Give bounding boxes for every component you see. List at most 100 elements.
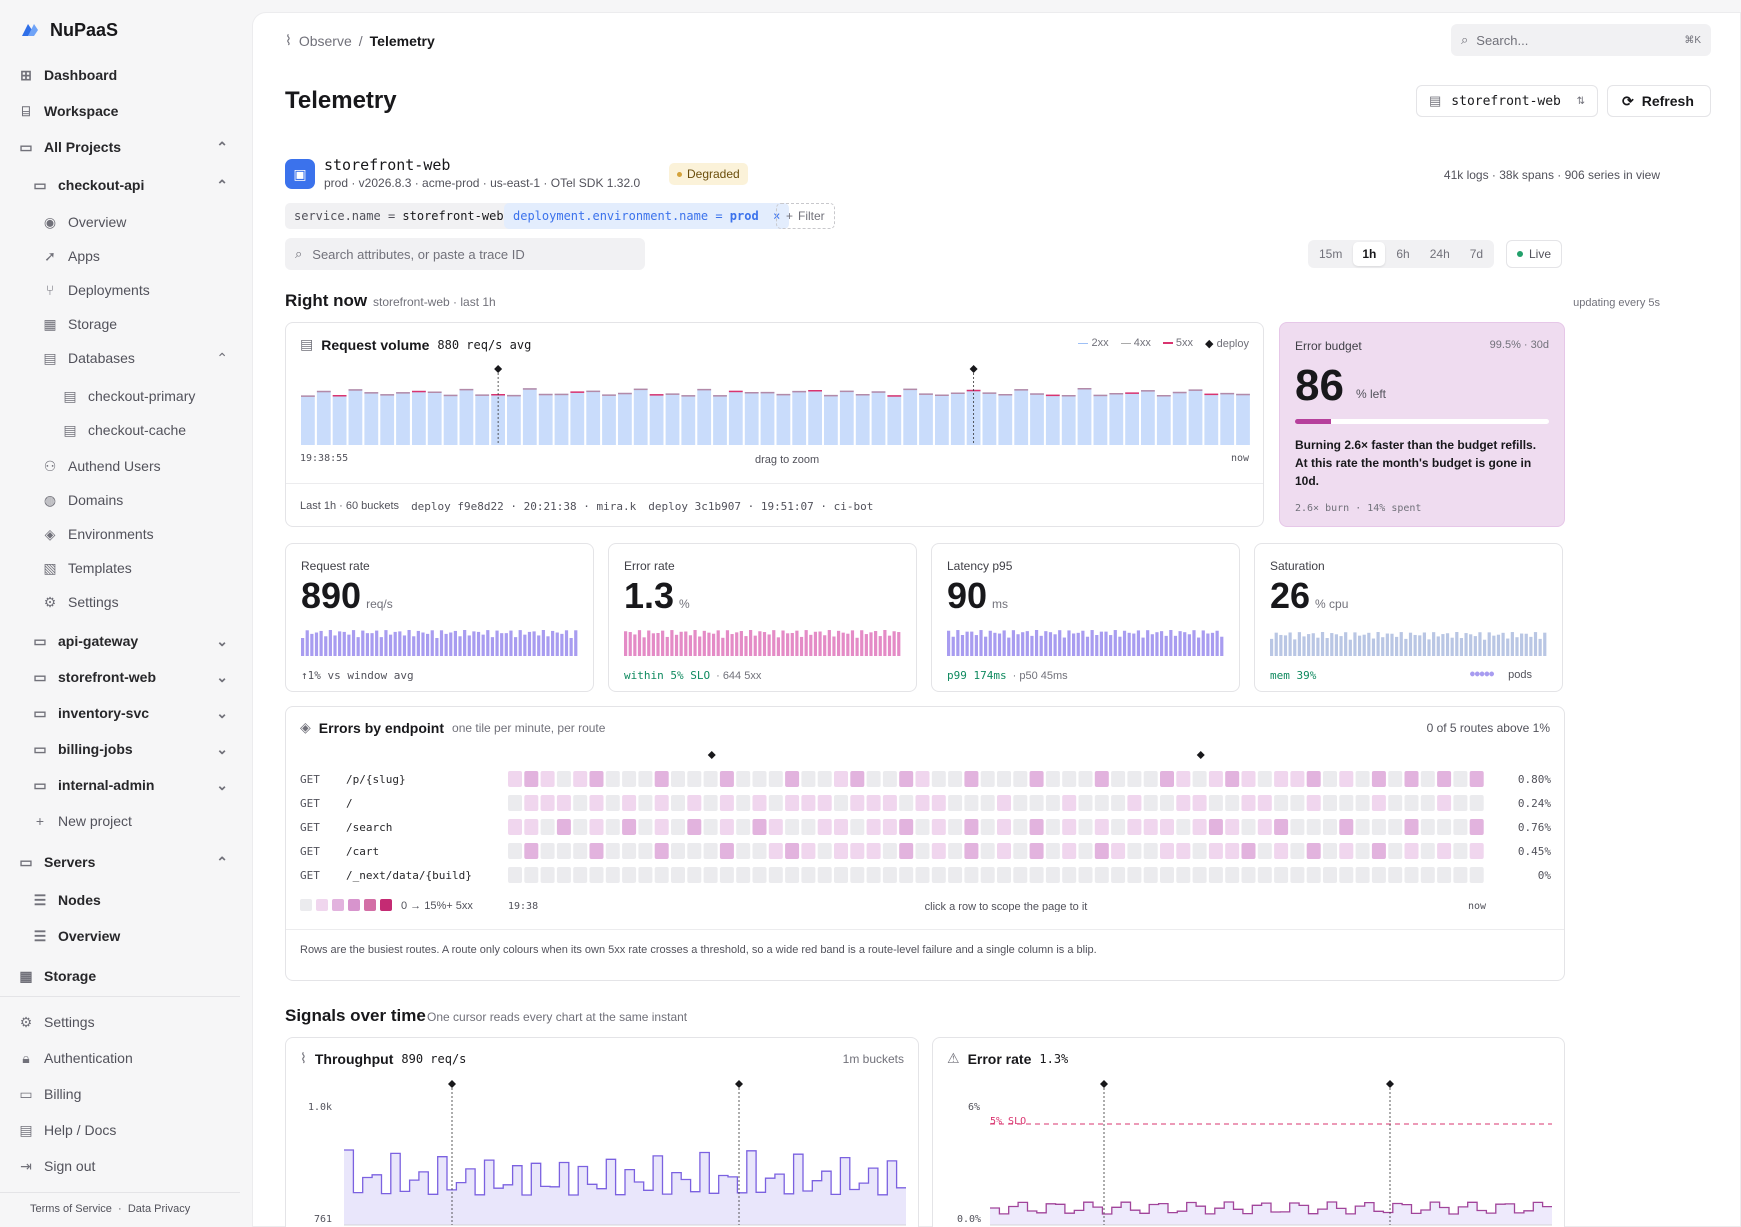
brand-logo[interactable]: NuPaaS — [18, 18, 118, 42]
heat-cell — [719, 771, 734, 787]
sidebar-project-api-gateway[interactable]: ▭ api-gateway ⌄ — [32, 629, 228, 653]
heat-cell — [1062, 795, 1077, 811]
refresh-button[interactable]: ⟳ Refresh — [1607, 85, 1711, 117]
volume-5xx-mark — [713, 395, 727, 397]
kpi-card-saturation[interactable]: Saturation 26 % cpu mem 39% pods ●●●●● — [1254, 543, 1563, 692]
spark-bar — [790, 632, 794, 656]
global-search[interactable]: ⌕ Search... ⌘K — [1451, 24, 1711, 56]
heat-cell — [752, 771, 767, 787]
attribute-search-input[interactable]: Search attributes, or paste a trace ID — [312, 246, 525, 262]
sidebar-project-storefront-web[interactable]: ▭ storefront-web ⌄ — [32, 665, 228, 689]
volume-5xx-mark — [633, 388, 648, 391]
live-toggle[interactable]: Live — [1506, 240, 1563, 268]
sidebar-server-nodes[interactable]: ☰ Nodes — [32, 888, 228, 912]
heat-cell — [1290, 771, 1305, 787]
spark-bar — [1034, 630, 1039, 656]
heat-cell — [817, 795, 832, 811]
kpi-foot: within 5% SLO — [624, 669, 711, 682]
sidebar-item-all-projects[interactable]: ▭ All Projects ⌃ — [18, 135, 228, 159]
volume-bar — [427, 391, 442, 445]
deploy-item[interactable]: deploy f9e8d22 · 20:21:38 · mira.k — [411, 500, 637, 513]
sidebar-item-apps-label: Apps — [68, 248, 100, 264]
heat-cell — [1013, 867, 1028, 883]
filter-chip-env[interactable]: deployment.environment.name = prod × — [504, 203, 790, 229]
heat-cell — [1078, 771, 1093, 787]
heat-cell — [605, 867, 620, 883]
request-volume-title: Request volume — [321, 336, 430, 353]
sidebar-item-dashboard[interactable]: ⊞ Dashboard — [18, 63, 228, 87]
sidebar-item-checkout-primary[interactable]: ▤ checkout-primary — [62, 384, 228, 408]
sidebar-item-sign-out[interactable]: ⇥ Sign out — [18, 1154, 228, 1178]
time-range-15m[interactable]: 15m — [1319, 247, 1343, 261]
heat-cell — [1355, 771, 1370, 787]
heat-cell — [638, 771, 653, 787]
sidebar-item-dashboard-label: Dashboard — [44, 67, 118, 83]
sidebar-item-environments[interactable]: ◈ Environments — [42, 522, 228, 546]
deploy-item[interactable]: deploy 3c1b907 · 19:51:07 · ci-bot — [648, 500, 874, 513]
sidebar-project-inventory-svc[interactable]: ▭ inventory-svc ⌄ — [32, 701, 228, 725]
sidebar-item-deployments[interactable]: ⑂ Deployments — [42, 278, 228, 302]
sidebar-new-project[interactable]: + New project — [32, 809, 228, 833]
kpi-card-latency-p95[interactable]: Latency p95 90 ms p99 174ms · p50 45ms — [931, 543, 1240, 692]
sidebar-item-help-docs[interactable]: ▤ Help / Docs — [18, 1118, 228, 1142]
throughput-chart[interactable] — [344, 1080, 906, 1227]
spark-bar — [1274, 632, 1278, 656]
sidebar-item-templates[interactable]: ▧ Templates — [42, 556, 228, 580]
search-input[interactable]: Search... — [1476, 32, 1529, 48]
sidebar-project-checkout-api-label: checkout-api — [58, 177, 145, 193]
kpi-card-error-rate[interactable]: Error rate 1.3% within 5% SLO · 644 5xx — [608, 543, 917, 692]
sidebar-project-checkout-api[interactable]: ▭ checkout-api ⌃ — [32, 173, 228, 197]
filter-chip-service[interactable]: service.name = storefront-web — [285, 203, 513, 229]
sidebar-item-servers[interactable]: ▭ Servers ⌃ — [18, 850, 228, 874]
breadcrumb-parent[interactable]: Observe — [298, 32, 352, 49]
spark-bar — [504, 633, 508, 656]
volume-bar — [744, 392, 759, 445]
heat-cell — [1127, 771, 1142, 787]
sidebar-server-overview[interactable]: ☰ Overview — [32, 924, 228, 948]
kpi-unit: ms — [992, 597, 1009, 611]
sidebar-item-billing[interactable]: ▭ Billing — [18, 1082, 228, 1106]
privacy-link[interactable]: Data Privacy — [127, 1203, 191, 1215]
sidebar-item-domains[interactable]: ◍ Domains — [42, 488, 228, 512]
errors-heatmap[interactable]: GET/p/{slug} 0.80% GET / 0.24% GET/search 0.76… — [286, 747, 1564, 912]
heat-cell — [719, 795, 734, 811]
sidebar-item-storage[interactable]: ▦ Storage — [18, 964, 228, 988]
error-rate-chart[interactable] — [990, 1080, 1552, 1227]
sidebar-item-workspace[interactable]: ⌸ Workspace — [18, 99, 228, 123]
attribute-search[interactable]: ⌕ Search attributes, or paste a trace ID — [285, 238, 645, 270]
service-select[interactable]: ▤ storefront-web ⇅ — [1416, 85, 1598, 117]
kpi-card-request-rate[interactable]: Request rate 890 req/s ↑1% vs window avg — [285, 543, 594, 692]
volume-bar — [586, 390, 601, 445]
heat-cell — [1192, 867, 1207, 883]
sidebar-item-authend-users[interactable]: ⚇ Authend Users — [42, 454, 228, 478]
sidebar-item-overview[interactable]: ◉ Overview — [42, 210, 228, 234]
sidebar-item-storage[interactable]: ▦ Storage — [42, 312, 228, 336]
sidebar-item-settings[interactable]: ⚙ Settings — [18, 1010, 228, 1034]
spark-bar — [509, 630, 513, 656]
heat-cell — [589, 819, 604, 835]
time-range-7d[interactable]: 7d — [1469, 247, 1484, 261]
heat-cell — [1355, 867, 1370, 883]
sidebar-project-billing-jobs[interactable]: ▭ billing-jobs ⌄ — [32, 737, 228, 761]
spark-bar — [656, 632, 660, 656]
sidebar-item-databases[interactable]: ▤ Databases ⌃ — [42, 346, 228, 370]
heat-cell — [1045, 843, 1060, 859]
spark-bar — [878, 636, 882, 656]
time-range-6h[interactable]: 6h — [1396, 247, 1410, 261]
heat-cell — [1241, 867, 1256, 883]
request-volume-chart[interactable] — [300, 365, 1251, 445]
eye-icon: ◉ — [43, 213, 57, 230]
volume-5xx-mark — [1045, 394, 1060, 397]
sidebar-item-settings[interactable]: ⚙ Settings — [42, 590, 228, 614]
sidebar-item-apps[interactable]: ➚ Apps — [42, 244, 228, 268]
terms-link[interactable]: Terms of Service — [30, 1203, 112, 1215]
time-range-24h[interactable]: 24h — [1429, 247, 1450, 261]
spark-bar — [314, 632, 319, 656]
sidebar-item-checkout-cache[interactable]: ▤ checkout-cache — [62, 418, 228, 442]
scale-label: 0 → 15%+ 5xx — [401, 900, 473, 912]
sidebar-item-authentication[interactable]: 🔒︎ Authentication — [18, 1046, 228, 1070]
legend-2xx: 2xx — [1078, 337, 1109, 350]
time-range-1h[interactable]: 1h — [1353, 242, 1386, 266]
sidebar-project-internal-admin[interactable]: ▭ internal-admin ⌄ — [32, 773, 228, 797]
add-filter-button[interactable]: + Filter — [776, 203, 835, 229]
